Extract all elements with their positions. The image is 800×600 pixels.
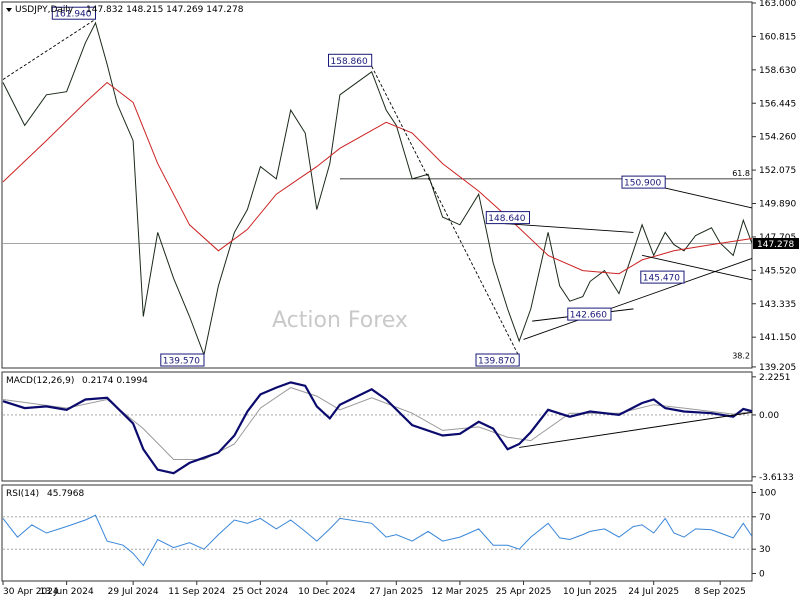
x-tick-label: 8 Sep 2025 — [695, 587, 746, 597]
price-y-label: 143.335 — [759, 300, 796, 310]
x-tick-label: 11 Sep 2024 — [168, 587, 225, 597]
price-y-label: 154.260 — [759, 133, 796, 143]
x-tick-label: 10 Dec 2024 — [298, 587, 356, 597]
price-series-line — [2, 21, 753, 357]
x-tick-label: 10 Jun 2025 — [563, 587, 617, 597]
pivot-label-150.900: 150.900 — [621, 175, 666, 189]
x-tick-label: 25 Oct 2024 — [233, 587, 289, 597]
pivot-label-139.570: 139.570 — [160, 353, 205, 367]
macd-signal-line — [2, 387, 753, 460]
macd-line — [2, 381, 753, 475]
rsi-lines — [2, 514, 753, 567]
macd-trendline — [519, 411, 753, 448]
pivot-text: 139.870 — [478, 357, 515, 367]
macd-values: 0.2174 0.1994 — [82, 376, 148, 386]
ohlc-label: 147.832 148.215 147.269 147.278 — [86, 5, 244, 15]
price-header: USDJPY,Daily 147.832 148.215 147.269 147… — [6, 5, 244, 15]
price-y-label: 149.890 — [759, 200, 796, 210]
x-tick-label: 24 Jul 2025 — [628, 587, 679, 597]
current-price-marker: 147.278 — [753, 238, 799, 250]
price-y-label: 156.445 — [759, 99, 796, 109]
trendline-5 — [665, 187, 753, 209]
pivot-text: 148.640 — [488, 214, 525, 224]
price-y-label: 139.205 — [759, 363, 796, 373]
rsi-y-label: 70 — [759, 513, 771, 523]
pivot-text: 142.660 — [570, 311, 607, 321]
y-axes: 163.000 160.815 158.630 156.445 154.260 152.0… — [752, 0, 796, 580]
price-y-label: 160.815 — [759, 32, 796, 42]
x-tick-label: 13 Jun 2024 — [40, 587, 94, 597]
pivot-box — [485, 211, 530, 225]
price-y-label: 163.000 — [759, 0, 796, 9]
symbol-label: USDJPY,Daily — [15, 5, 74, 15]
fib-label-1: 38.2 — [732, 352, 750, 361]
current-price-box — [753, 238, 799, 249]
fib-label-0: 61.8 — [732, 169, 750, 178]
macd-y-label: -3.6133 — [759, 473, 794, 483]
trendline-4 — [523, 257, 753, 340]
rsi-y-label: 30 — [759, 545, 771, 555]
pivot-label-145.470: 145.470 — [640, 270, 685, 284]
x-tick-label: 30 Apr 2024 — [3, 587, 59, 597]
pivot-box — [640, 270, 685, 284]
pivot-box — [51, 6, 96, 20]
watermark: Action Forex — [272, 308, 408, 333]
price-y-label: 158.630 — [759, 66, 796, 76]
rsi-value: 45.7968 — [47, 489, 84, 499]
price-y-label: 147.705 — [759, 233, 796, 243]
moving-average-line — [2, 81, 753, 275]
pivot-text: 150.900 — [624, 179, 661, 189]
pivot-box — [567, 307, 612, 321]
macd-label: MACD(12,26,9) — [6, 376, 74, 386]
pivot-box — [328, 53, 373, 67]
trendline-6 — [642, 254, 753, 281]
x-tick-label: 27 Jan 2025 — [369, 587, 423, 597]
pivot-label-158.860: 158.860 — [328, 53, 373, 67]
trendline-0 — [2, 18, 96, 80]
trendline-1 — [371, 66, 520, 357]
rsi-y-label: 0 — [759, 570, 765, 580]
pivot-label-139.870: 139.870 — [475, 353, 520, 367]
rsi-panel — [1, 484, 753, 582]
pivot-box — [475, 353, 520, 367]
pivot-box — [160, 353, 205, 367]
pivot-box — [621, 175, 666, 189]
rsi-y-label: 100 — [759, 488, 776, 498]
macd-panel — [1, 371, 753, 482]
price-y-label: 145.520 — [759, 266, 796, 276]
price-y-label: 141.150 — [759, 333, 796, 343]
pivot-text: 161.940 — [54, 10, 91, 20]
pivot-label-142.660: 142.660 — [567, 307, 612, 321]
price-grid: 61.8 38.2 — [3, 169, 752, 361]
pivot-text: 158.860 — [331, 57, 368, 67]
pivot-label-148.640: 148.640 — [485, 211, 530, 225]
price-lines — [2, 18, 753, 357]
rsi-label: RSI(14) — [6, 489, 39, 499]
x-tick-label: 25 Apr 2025 — [496, 587, 552, 597]
header-arrow-icon — [6, 8, 12, 12]
macd-lines — [2, 381, 753, 475]
pivot-text: 139.570 — [163, 357, 200, 367]
pivot-text: 145.470 — [643, 274, 680, 284]
pivot-label-161.940: 161.940 — [51, 6, 96, 20]
trendline-2 — [490, 222, 634, 233]
x-tick-label: 29 Jul 2024 — [108, 587, 159, 597]
macd-y-label: 2.2251 — [759, 373, 791, 383]
price-labels: 161.940 158.860 150.900 148.640 145.470 142.6… — [51, 6, 685, 367]
x-tick-label: 12 Mar 2025 — [431, 587, 488, 597]
macd-y-label: 0.00 — [759, 411, 779, 421]
rsi-line — [2, 514, 753, 567]
current-price-text: 147.278 — [757, 240, 794, 250]
price-y-label: 152.075 — [759, 166, 796, 176]
